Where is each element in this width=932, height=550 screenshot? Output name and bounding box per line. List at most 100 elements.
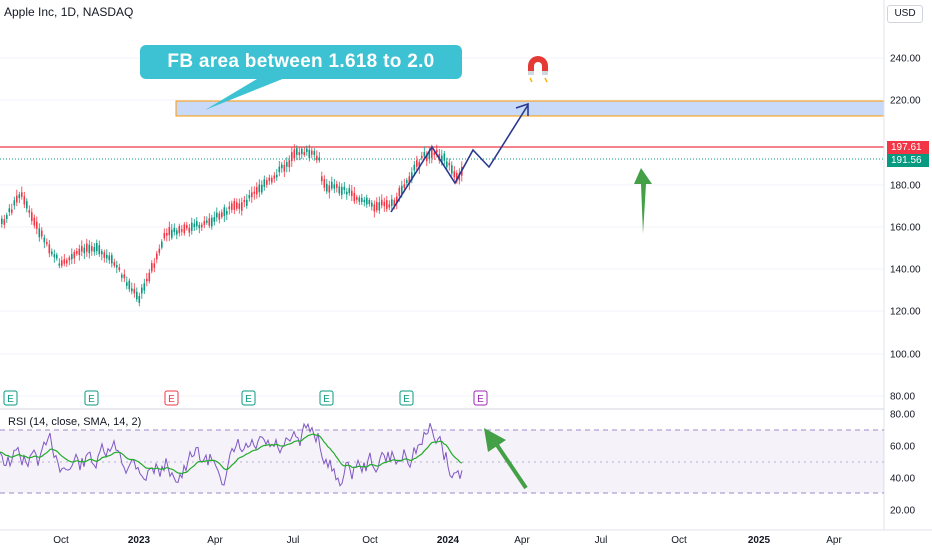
candle-body	[366, 197, 368, 205]
earnings-marker[interactable]: E	[164, 390, 179, 406]
candle-body	[206, 220, 208, 223]
candle-body	[431, 149, 433, 159]
candle-body	[291, 152, 293, 162]
candle-body	[171, 229, 173, 238]
candle-body	[118, 267, 121, 271]
callout-label[interactable]: FB area between 1.618 to 2.0	[140, 45, 462, 79]
candle-body	[158, 248, 161, 253]
candle-body	[311, 150, 313, 155]
candle-body	[353, 192, 356, 202]
candle-body	[138, 295, 141, 303]
candle-body	[263, 179, 266, 187]
candle-body	[188, 227, 191, 233]
candle-body	[318, 157, 321, 161]
currency-button[interactable]: USD	[887, 5, 923, 23]
candle-body	[443, 153, 446, 161]
candle-body	[406, 180, 408, 184]
candle-body	[203, 220, 206, 225]
candle-body	[271, 177, 273, 183]
candle-body	[356, 196, 358, 200]
candle-body	[103, 252, 106, 258]
candle-body	[83, 247, 86, 254]
earnings-marker[interactable]: E	[319, 390, 334, 406]
candle-body	[16, 195, 18, 203]
time-axis[interactable]: Oct 2023 Apr Jul Oct 2024 Apr Jul Oct 2025 Apr	[53, 535, 842, 546]
candle-body	[38, 228, 41, 238]
candle-body	[78, 248, 81, 256]
rsi-axis[interactable]: 80.00 60.00 40.00 20.00	[890, 410, 915, 517]
price-axis[interactable]: 240.00 220.00 180.00 160.00 140.00 120.00 100.…	[890, 54, 921, 403]
candle-body	[243, 199, 246, 203]
candle-body	[133, 288, 136, 294]
rsi-tick-label: 40.00	[890, 474, 915, 485]
time-tick-label: Jul	[287, 535, 300, 546]
candle-body	[338, 186, 341, 194]
candle-body	[148, 272, 151, 282]
candle-body	[236, 202, 238, 209]
candle-body	[336, 183, 338, 188]
candle-body	[441, 155, 443, 164]
candle-body	[258, 184, 261, 193]
candle-body	[213, 217, 216, 222]
candle-body	[26, 201, 28, 209]
earnings-marker[interactable]: E	[3, 390, 18, 406]
candle-body	[141, 287, 143, 294]
projected-path[interactable]	[390, 104, 529, 213]
svg-text:E: E	[88, 394, 95, 405]
price-tick-label: 220.00	[890, 96, 921, 107]
candle-body	[168, 226, 171, 236]
rsi-line	[0, 422, 463, 487]
time-tick-label: Apr	[207, 535, 223, 546]
candle-body	[273, 175, 276, 179]
candle-body	[251, 192, 253, 198]
candle-body	[81, 245, 83, 252]
candle-body	[56, 254, 58, 259]
candle-body	[456, 173, 458, 182]
symbol-title[interactable]: Apple Inc, 1D, NASDAQ	[4, 5, 134, 19]
candle-body	[453, 171, 456, 178]
candle-body	[306, 148, 308, 153]
candle-body	[151, 263, 153, 272]
candle-body	[3, 219, 6, 225]
candle-body	[296, 148, 298, 155]
candle-body	[101, 250, 103, 255]
candle-body	[98, 245, 101, 255]
time-tick-label: 2024	[437, 535, 460, 546]
candle-body	[433, 152, 436, 155]
fib-target-zone[interactable]	[175, 100, 885, 117]
time-tick-label: Oct	[671, 535, 687, 546]
candle-body	[378, 202, 381, 211]
candle-body	[446, 161, 448, 168]
candle-body	[423, 152, 426, 157]
candle-body	[196, 221, 198, 227]
candle-body	[351, 190, 353, 197]
candle-body	[373, 204, 376, 212]
candle-body	[401, 185, 403, 194]
candle-body	[426, 154, 428, 162]
candle-body	[428, 150, 431, 160]
candle-body	[76, 251, 78, 254]
candle-body	[201, 224, 203, 228]
candle-body	[116, 265, 118, 268]
candle-body	[183, 224, 186, 234]
candle-body	[231, 203, 233, 210]
earnings-marker[interactable]: E	[473, 390, 488, 406]
candle-body	[376, 202, 378, 211]
candle-body	[343, 186, 346, 191]
price-tag-resistance: 197.61	[887, 141, 929, 154]
time-tick-label: 2023	[128, 535, 151, 546]
earnings-marker[interactable]: E	[399, 390, 414, 406]
earnings-marker[interactable]: E	[84, 390, 99, 406]
candle-body	[233, 200, 236, 210]
price-tick-label: 120.00	[890, 307, 921, 318]
candle-body	[58, 263, 61, 266]
candle-body	[23, 196, 26, 205]
candle-body	[226, 210, 228, 215]
candle-body	[66, 260, 68, 264]
earnings-marker[interactable]: E	[241, 390, 256, 406]
rsi-indicator-label[interactable]: RSI (14, close, SMA, 14, 2)	[8, 416, 142, 428]
grid-lines	[0, 57, 884, 397]
candle-body	[333, 184, 336, 189]
